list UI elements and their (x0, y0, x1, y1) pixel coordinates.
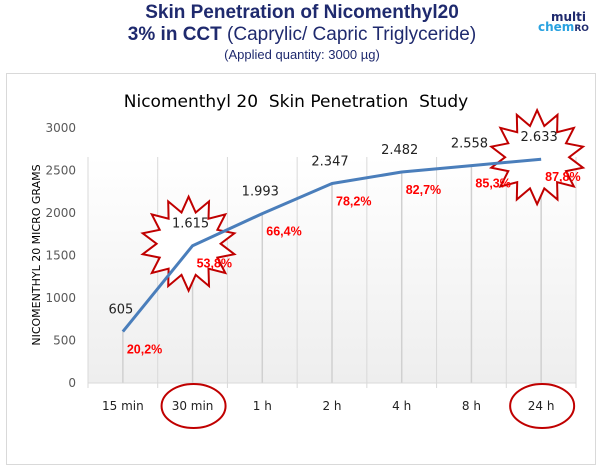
percent-label: 82,7% (406, 183, 441, 197)
multichemro-logo: multi chemRO (538, 10, 598, 34)
percent-label: 78,2% (336, 195, 371, 209)
series-line-nicomenthyl20 (121, 157, 542, 333)
x-tick-label: 2 h (322, 399, 341, 413)
y-tick-label: 2000 (45, 206, 76, 220)
category-circle-highlight (509, 383, 576, 429)
y-axis-label: NICOMENTHYL 20 MICRO GRAMS (30, 164, 43, 345)
category-circle-highlight (160, 383, 227, 429)
y-tick-label: 1000 (45, 291, 76, 305)
logo-suffix-text: RO (574, 24, 589, 34)
data-value-label: 1.993 (242, 185, 279, 200)
slide-subtitle-bold: 3% in CCT (127, 24, 222, 45)
slide-header: Skin Penetration of Nicomenthyl20 3% in … (0, 0, 604, 70)
y-tick-label: 1500 (45, 249, 76, 263)
line-chart: Nicomenthyl 20 Skin Penetration Study NI… (30, 92, 586, 429)
data-value-label: 1.615 (172, 217, 209, 232)
slide-subtitle-rest: (Caprylic/ Capric Triglyceride) (221, 24, 477, 45)
logo-bottom: chemRO (538, 20, 598, 34)
percent-label: 53,8% (197, 257, 232, 271)
slide-subtitle: 3% in CCT (Caprylic/ Capric Triglyceride… (0, 24, 604, 46)
applied-quantity-note: (Applied quantity: 3000 µg) (224, 47, 380, 62)
x-tick-label: 1 h (253, 399, 272, 413)
y-tick-label: 0 (68, 376, 76, 390)
y-tick-label: 3000 (45, 121, 76, 135)
logo-top-text: multi (551, 10, 587, 24)
logo-bottom-text: chem (538, 20, 575, 34)
x-tick-label: 8 h (462, 399, 481, 413)
starburst-highlight (488, 107, 586, 207)
data-value-label: 605 (108, 303, 133, 318)
slide-title: Skin Penetration of Nicomenthyl20 (145, 2, 459, 23)
data-value-label: 2.633 (521, 130, 558, 145)
percent-label: 87,8% (545, 170, 580, 184)
x-tick-label: 30 min (172, 399, 214, 413)
y-tick-label: 2500 (45, 164, 76, 178)
y-tick-label: 500 (53, 334, 76, 348)
data-value-label: 2.558 (451, 137, 488, 152)
percent-label: 85,3% (475, 177, 510, 191)
x-tick-label: 24 h (528, 399, 555, 413)
x-tick-label: 4 h (392, 399, 411, 413)
data-value-label: 2.482 (381, 143, 418, 158)
percent-label: 20,2% (127, 343, 162, 357)
x-tick-label: 15 min (102, 399, 144, 413)
chart-title: Nicomenthyl 20 Skin Penetration Study (124, 92, 468, 112)
data-value-label: 2.347 (311, 155, 348, 170)
percent-label: 66,4% (266, 225, 301, 239)
starburst-highlight (140, 194, 237, 294)
